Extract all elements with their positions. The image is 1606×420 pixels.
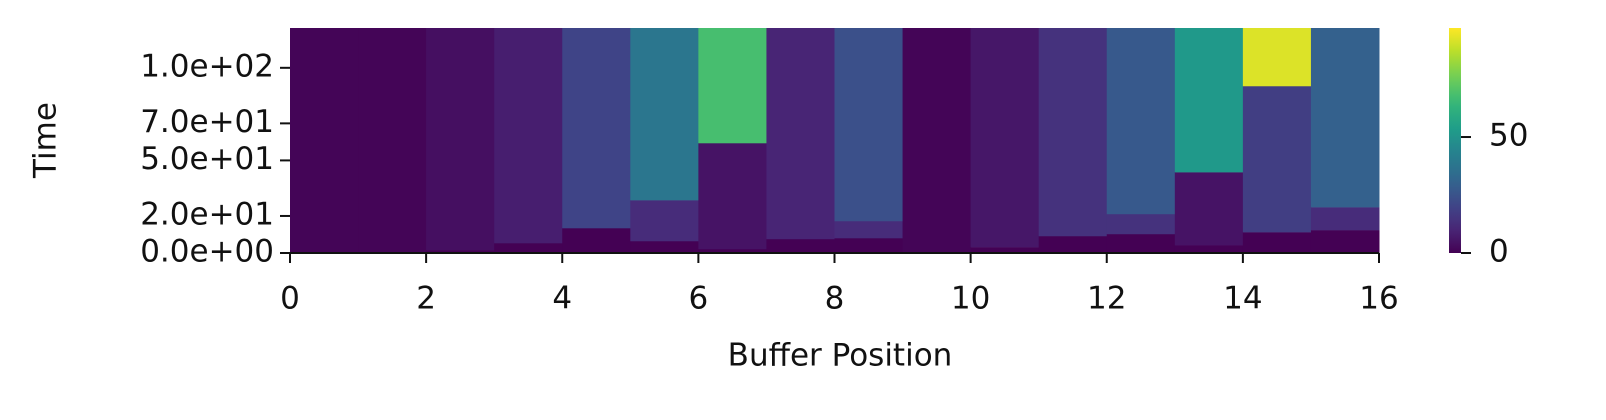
x-tick-label: 12	[1087, 281, 1126, 317]
heatmap-cell	[698, 248, 767, 254]
heatmap-cell	[426, 250, 495, 254]
heatmap-cell	[1174, 245, 1244, 254]
y-tick-label: 5.0e+01	[140, 141, 274, 177]
heatmap-cell	[494, 243, 563, 254]
x-tick-label: 8	[825, 281, 845, 317]
x-axis-label: Buffer Position	[728, 338, 953, 374]
colorbar-tick-label: 50	[1489, 118, 1528, 154]
colorbar-tick-label: 0	[1489, 234, 1509, 270]
colorbar	[1449, 28, 1461, 253]
heatmap-cell	[494, 28, 563, 244]
heatmap-cell	[562, 228, 631, 254]
x-tick-label: 6	[689, 281, 709, 317]
heatmap-cell	[970, 28, 1040, 248]
x-tick-label: 16	[1359, 281, 1398, 317]
heatmap-cell	[630, 28, 699, 201]
heatmap-cell	[630, 200, 699, 242]
heatmap-cell	[1174, 28, 1244, 173]
heatmap-cell	[834, 238, 904, 254]
y-tick-label: 2.0e+01	[140, 196, 274, 232]
heatmap-cell	[970, 247, 1040, 254]
heatmap-cell	[1242, 85, 1312, 233]
y-axis-label: Time	[28, 102, 64, 179]
heatmap-cell	[426, 28, 495, 251]
heatmap-cell	[698, 28, 767, 144]
heatmap-cell	[562, 28, 631, 229]
y-tick-label: 7.0e+01	[140, 104, 274, 140]
heatmap-cell	[902, 28, 972, 254]
heatmap-cell	[1310, 207, 1380, 231]
x-tick-label: 10	[951, 281, 990, 317]
heatmap-cell	[1310, 230, 1380, 254]
heatmap-cell	[766, 28, 835, 240]
x-tick-label: 0	[280, 281, 300, 317]
heatmap-cell	[1038, 235, 1108, 254]
heatmap-cell	[1174, 172, 1244, 246]
heatmap-cell	[698, 143, 767, 250]
heatmap-cell	[1242, 28, 1312, 87]
x-tick-label: 4	[552, 281, 572, 317]
y-tick-label: 0.0e+00	[140, 234, 274, 270]
x-tick-label: 14	[1223, 281, 1262, 317]
heatmap-cell	[358, 28, 427, 254]
heatmap-cell	[834, 220, 904, 239]
heatmap-cell	[1106, 213, 1176, 235]
heatmap-cell	[766, 238, 835, 254]
heatmap-cell	[630, 240, 699, 254]
heatmap-cell	[1038, 28, 1108, 237]
heatmap-cell	[1310, 28, 1380, 208]
heatmap-cell	[834, 28, 904, 222]
y-tick-label: 1.0e+02	[140, 48, 274, 84]
heatmap-cell	[1242, 232, 1312, 254]
heatmap-cell	[1106, 233, 1176, 254]
x-tick-label: 2	[416, 281, 436, 317]
heatmap-cell	[290, 28, 359, 254]
heatmap-cell	[1106, 28, 1176, 215]
